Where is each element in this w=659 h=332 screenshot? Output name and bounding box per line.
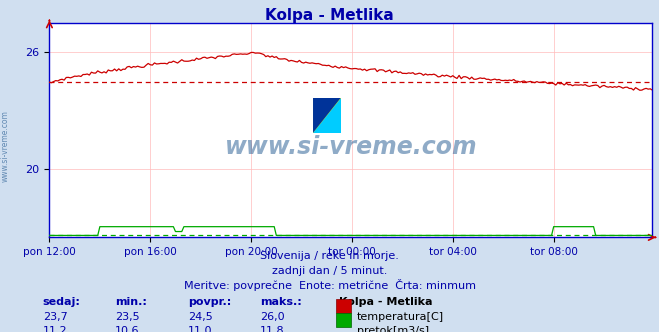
Text: 26,0: 26,0 [260,312,285,322]
Text: temperatura[C]: temperatura[C] [357,312,444,322]
Text: 11,8: 11,8 [260,326,285,332]
Text: Kolpa - Metlika: Kolpa - Metlika [265,8,394,23]
Text: 11,0: 11,0 [188,326,212,332]
Text: zadnji dan / 5 minut.: zadnji dan / 5 minut. [272,266,387,276]
Text: min.:: min.: [115,297,147,307]
Text: 10,6: 10,6 [115,326,140,332]
Text: pretok[m3/s]: pretok[m3/s] [357,326,429,332]
Text: sedaj:: sedaj: [43,297,80,307]
Text: 24,5: 24,5 [188,312,213,322]
Text: Slovenija / reke in morje.: Slovenija / reke in morje. [260,251,399,261]
Polygon shape [313,98,341,133]
Polygon shape [313,98,341,133]
Text: 23,5: 23,5 [115,312,140,322]
Text: Meritve: povprečne  Enote: metrične  Črta: minmum: Meritve: povprečne Enote: metrične Črta:… [183,279,476,291]
Text: www.si-vreme.com: www.si-vreme.com [1,110,10,182]
Text: povpr.:: povpr.: [188,297,231,307]
Text: 11,2: 11,2 [43,326,67,332]
Text: maks.:: maks.: [260,297,302,307]
Text: www.si-vreme.com: www.si-vreme.com [225,135,477,159]
Text: 23,7: 23,7 [43,312,68,322]
Text: Kolpa - Metlika: Kolpa - Metlika [339,297,433,307]
Polygon shape [313,98,341,133]
